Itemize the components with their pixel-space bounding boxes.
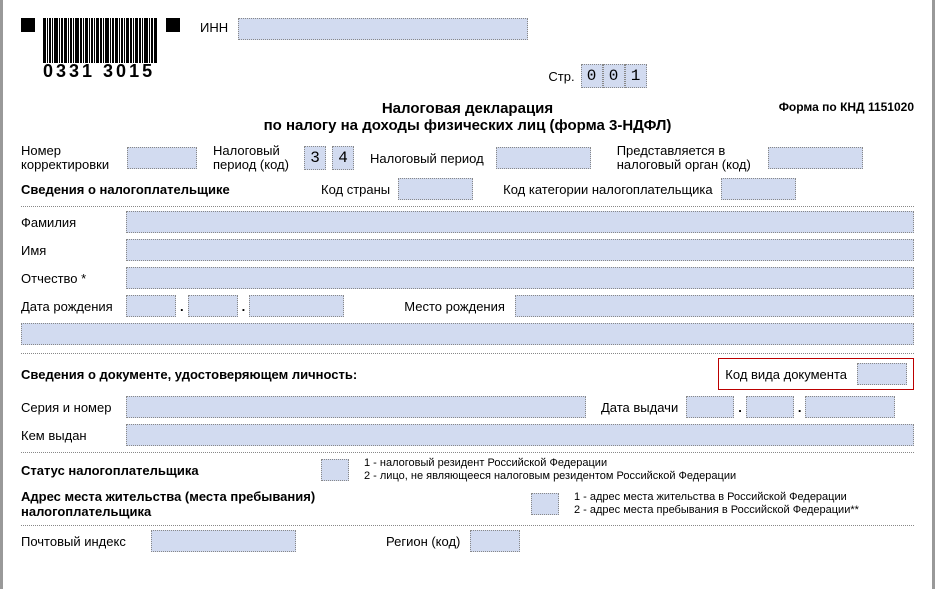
sep bbox=[21, 452, 914, 453]
patronymic-field[interactable] bbox=[126, 267, 914, 289]
postal-field[interactable] bbox=[151, 530, 296, 552]
postal-label: Почтовый индекс bbox=[21, 534, 151, 549]
patronymic-label: Отчество * bbox=[21, 271, 126, 286]
id-m[interactable] bbox=[746, 396, 794, 418]
taxcode-d1: 3 bbox=[304, 146, 326, 170]
category-label: Код категории налогоплательщика bbox=[503, 182, 712, 197]
submit-field[interactable] bbox=[768, 147, 863, 169]
birthdate-label: Дата рождения bbox=[21, 299, 126, 314]
sec2-title: Сведения о документе, удостоверяющем лич… bbox=[21, 367, 357, 382]
barcode: 0331 3015 bbox=[43, 18, 158, 82]
sec1-title: Сведения о налогоплательщике bbox=[21, 182, 271, 197]
sep bbox=[21, 353, 914, 354]
dot: . bbox=[180, 299, 184, 314]
doctype-field[interactable] bbox=[857, 363, 907, 385]
birthplace-field[interactable] bbox=[515, 295, 914, 317]
page-d2: 0 bbox=[603, 64, 625, 88]
address-note2: 2 - адрес места пребывания в Российской … bbox=[574, 504, 859, 517]
surname-field[interactable] bbox=[126, 211, 914, 233]
corr-num-field[interactable] bbox=[127, 147, 197, 169]
country-label: Код страны bbox=[321, 182, 390, 197]
series-field[interactable] bbox=[126, 396, 586, 418]
id-d[interactable] bbox=[686, 396, 734, 418]
taxcode-label: Налоговый период (код) bbox=[213, 144, 298, 172]
birthplace-label: Место рождения bbox=[404, 299, 505, 314]
title-2: по налогу на доходы физических лиц (форм… bbox=[21, 117, 914, 134]
name-label: Имя bbox=[21, 243, 126, 258]
dot: . bbox=[242, 299, 246, 314]
taxperiod-label: Налоговый период bbox=[370, 151, 484, 166]
barcode-text: 0331 3015 bbox=[43, 61, 158, 82]
bd-y[interactable] bbox=[249, 295, 344, 317]
page-d1: 0 bbox=[581, 64, 603, 88]
sep bbox=[21, 525, 914, 526]
issuedate-label: Дата выдачи bbox=[601, 400, 678, 415]
surname-label: Фамилия bbox=[21, 215, 126, 230]
region-label: Регион (код) bbox=[386, 534, 460, 549]
status-note2: 2 - лицо, не являющееся налоговым резиде… bbox=[364, 470, 736, 483]
dot: . bbox=[738, 400, 742, 415]
issuedby-label: Кем выдан bbox=[21, 428, 126, 443]
page-d3: 1 bbox=[625, 64, 647, 88]
category-field[interactable] bbox=[721, 178, 796, 200]
corr-num-label: Номер корректировки bbox=[21, 144, 121, 172]
bd-m[interactable] bbox=[188, 295, 238, 317]
marker-right bbox=[166, 18, 180, 32]
taxperiod-field[interactable] bbox=[496, 147, 591, 169]
country-field[interactable] bbox=[398, 178, 473, 200]
status-note1: 1 - налоговый резидент Российской Федера… bbox=[364, 457, 736, 470]
inn-field[interactable] bbox=[238, 18, 528, 40]
series-label: Серия и номер bbox=[21, 400, 126, 415]
status-field[interactable] bbox=[321, 459, 349, 481]
form-code: Форма по КНД 1151020 bbox=[779, 100, 914, 114]
page-label: Стр. bbox=[548, 69, 574, 84]
address-label: Адрес места жительства (места пребывания… bbox=[21, 489, 441, 519]
name-field[interactable] bbox=[126, 239, 914, 261]
id-y[interactable] bbox=[805, 396, 895, 418]
address-note1: 1 - адрес места жительства в Российской … bbox=[574, 491, 859, 504]
doctype-label: Код вида документа bbox=[725, 367, 847, 382]
status-label: Статус налогоплательщика bbox=[21, 463, 221, 478]
address-field[interactable] bbox=[531, 493, 559, 515]
sep bbox=[21, 206, 914, 207]
marker-left bbox=[21, 18, 35, 32]
dot: . bbox=[798, 400, 802, 415]
submit-label: Представляется в налоговый орган (код) bbox=[617, 144, 762, 172]
bd-d[interactable] bbox=[126, 295, 176, 317]
doc-type-highlight: Код вида документа bbox=[718, 358, 914, 390]
taxcode-d2: 4 bbox=[332, 146, 354, 170]
issuedby-field[interactable] bbox=[126, 424, 914, 446]
inn-label: ИНН bbox=[200, 20, 228, 35]
region-field[interactable] bbox=[470, 530, 520, 552]
birthplace-field-2[interactable] bbox=[21, 323, 914, 345]
